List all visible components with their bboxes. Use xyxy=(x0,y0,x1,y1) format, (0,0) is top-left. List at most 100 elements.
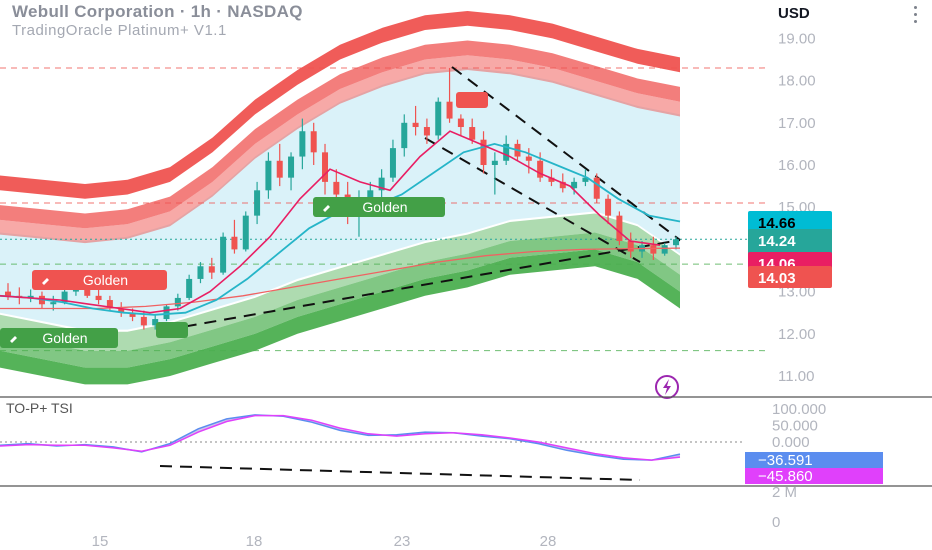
candle-body xyxy=(435,101,442,136)
candle-body xyxy=(265,160,272,191)
candle-body xyxy=(548,177,555,182)
price-axis: 19.0018.0017.0016.0015.0013.0012.0011.00… xyxy=(748,0,932,550)
candle-body xyxy=(242,215,249,250)
tsi-signal-line xyxy=(0,414,681,461)
trend-lines xyxy=(159,66,681,481)
candle-body xyxy=(661,245,668,254)
candle-body xyxy=(401,122,408,149)
tsi-tag-value: −45.860 xyxy=(758,468,813,485)
candle-body xyxy=(559,181,566,189)
candle-body xyxy=(50,302,57,305)
upper-band-layer xyxy=(0,11,680,199)
candle-body xyxy=(333,181,340,195)
candle-body xyxy=(163,306,170,320)
arrow-icon xyxy=(10,336,17,343)
more-menu-icon[interactable] xyxy=(914,6,918,24)
price-tick-label: 18.00 xyxy=(778,73,816,90)
candle-body xyxy=(220,236,227,273)
signal-badge xyxy=(32,270,167,290)
time-tick-label: 23 xyxy=(394,533,411,550)
candle-body xyxy=(423,127,430,136)
candle-body xyxy=(197,266,204,279)
arrow-icon xyxy=(323,205,330,212)
price-tick-label: 17.00 xyxy=(778,115,816,132)
price-tag xyxy=(748,266,832,288)
time-axis: 2 M 0 15 18 23 28 xyxy=(92,484,797,550)
candle-body xyxy=(616,215,623,241)
candle-body xyxy=(27,295,34,298)
candle-body xyxy=(174,297,181,307)
candle-body xyxy=(118,308,125,313)
upper-band-layer xyxy=(0,40,680,229)
price-tick-label: 11.00 xyxy=(778,368,814,385)
lower-band-layer xyxy=(0,232,680,368)
tsi-tag-value: −36.591 xyxy=(758,452,813,469)
tsi-tag xyxy=(745,468,883,484)
trend-line xyxy=(451,66,681,241)
candle-body xyxy=(276,160,283,178)
indicator-title: TradingOracle Platinum+ V1.1 xyxy=(12,22,227,39)
signal-badge xyxy=(0,328,118,348)
candle-body xyxy=(627,240,634,252)
candle-body xyxy=(208,266,215,273)
candles-layer xyxy=(5,67,679,330)
candle-body xyxy=(525,156,532,161)
candle-body xyxy=(106,300,113,309)
price-tick-label: 12.00 xyxy=(778,326,816,343)
candle-body xyxy=(61,291,68,303)
candle-body xyxy=(152,319,159,326)
arrow-icon xyxy=(42,278,49,285)
candle-body xyxy=(673,239,679,246)
candle-body xyxy=(412,122,419,128)
volume-tick-label: 0 xyxy=(772,514,780,531)
price-tick-label: 19.00 xyxy=(778,30,816,47)
lower-band-layer xyxy=(0,213,680,351)
trend-line xyxy=(164,239,681,331)
tsi-tick-label: 100.000 xyxy=(772,401,826,418)
candle-body xyxy=(537,160,544,178)
signal-label: Golden xyxy=(42,330,87,346)
price-tag xyxy=(748,211,832,233)
buy-marker xyxy=(156,322,188,338)
candle-body xyxy=(310,131,317,153)
currency-label[interactable]: USD xyxy=(778,5,810,22)
candle-body xyxy=(367,190,374,199)
signal-label: Golden xyxy=(83,272,128,288)
symbol-title: Webull Corporation · 1h · NASDAQ xyxy=(12,2,303,21)
candle-body xyxy=(593,177,600,199)
candle-body xyxy=(469,127,476,140)
candle-body xyxy=(378,177,385,191)
price-tick-label: 16.00 xyxy=(778,157,816,174)
time-tick-label: 18 xyxy=(246,533,263,550)
candle-body xyxy=(231,236,238,250)
price-tag-value: 14.24 xyxy=(758,233,796,250)
candle-body xyxy=(5,291,11,296)
candle-body xyxy=(288,156,295,178)
sell-marker xyxy=(456,92,488,108)
candle-body xyxy=(254,190,261,216)
trend-line xyxy=(424,137,641,263)
price-tag-value: 14.66 xyxy=(758,215,796,232)
price-tag-value: 14.03 xyxy=(758,270,796,287)
candle-body xyxy=(480,139,487,165)
lower-band-layer xyxy=(0,249,680,385)
tsi-tag xyxy=(745,452,883,468)
candle-body xyxy=(129,312,136,317)
tsi-line xyxy=(0,414,681,461)
trend-line xyxy=(159,465,641,481)
candle-body xyxy=(322,152,329,182)
tsi-fill xyxy=(0,414,680,461)
tsi-tick-label: 0.000 xyxy=(772,434,810,451)
signal-label: Golden xyxy=(362,199,407,215)
candle-body xyxy=(457,118,464,128)
signal-labels: Golden Golden Golden xyxy=(0,92,679,399)
candle-body xyxy=(84,287,91,296)
candle-body xyxy=(446,101,453,119)
tsi-panel: TO-P+ TSI 100.00050.0000.000−36.591−45.86… xyxy=(0,396,932,487)
candle-body xyxy=(186,278,193,298)
lightning-bolt-icon xyxy=(663,379,671,395)
candle-body xyxy=(140,316,147,326)
time-tick-label: 15 xyxy=(92,533,109,550)
time-tick-label: 28 xyxy=(540,533,557,550)
